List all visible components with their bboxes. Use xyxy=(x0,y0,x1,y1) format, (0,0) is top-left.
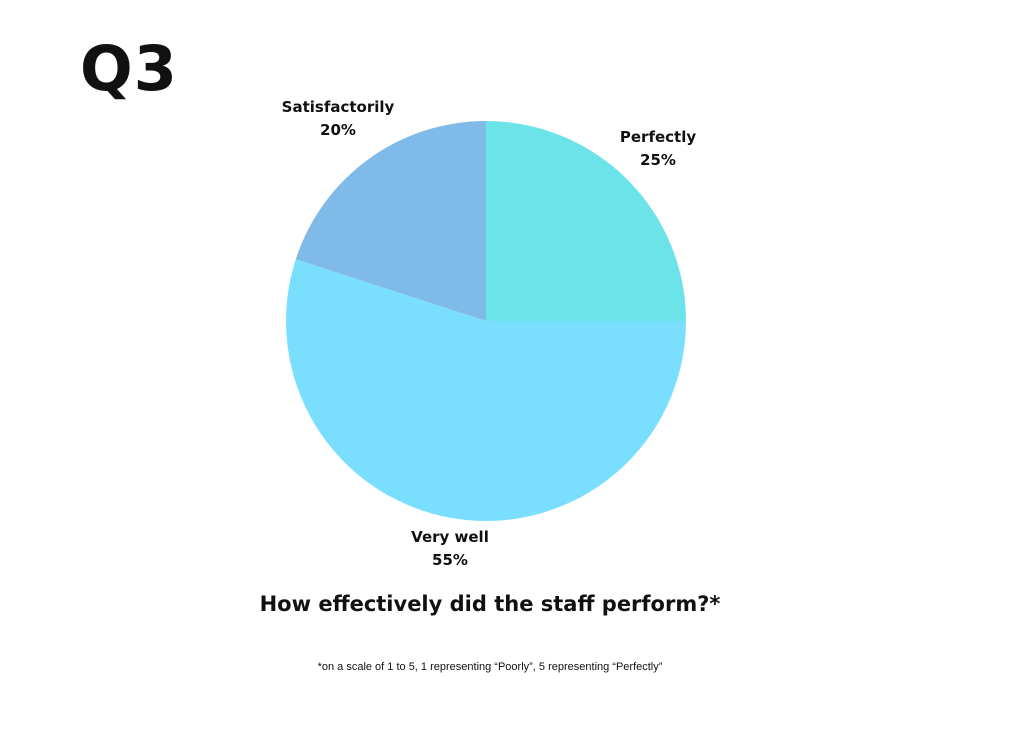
chart-question: How effectively did the staff perform?* xyxy=(259,592,721,616)
question-number: Q3 xyxy=(80,32,178,105)
pie-slice-very-well xyxy=(285,259,686,522)
slice-label-name: Satisfactorily xyxy=(281,98,395,116)
slice-label-value: 20% xyxy=(320,121,356,139)
slice-label-name: Very well xyxy=(411,528,489,546)
slice-label-value: 55% xyxy=(432,551,468,569)
slice-label-satisfactorily: Satisfactorily 20% xyxy=(282,96,395,142)
footnote: *on a scale of 1 to 5, 1 representing “P… xyxy=(317,661,663,673)
slice-label-name: Perfectly xyxy=(619,128,697,146)
slice-label-perfectly: Perfectly 25% xyxy=(620,126,696,172)
slice-label-very-well: Very well 55% xyxy=(411,526,489,572)
pie-slice-satisfactorily xyxy=(295,121,486,321)
pie-slice-perfectly xyxy=(486,121,686,321)
slice-label-value: 25% xyxy=(640,151,676,169)
